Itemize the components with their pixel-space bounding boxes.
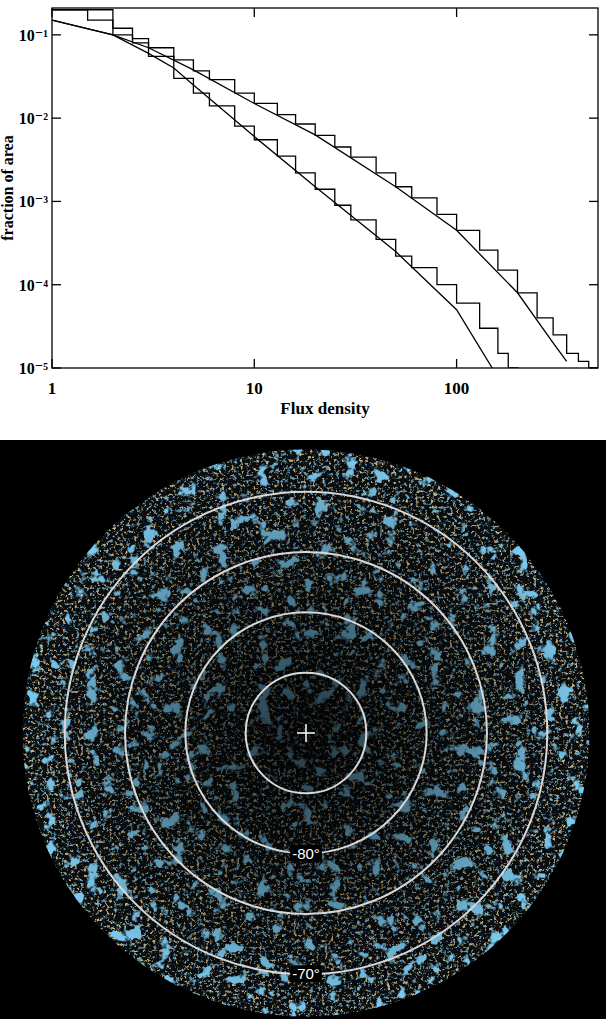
y-tick	[52, 367, 61, 368]
x-axis-title: Flux density	[280, 399, 370, 418]
center-fade	[23, 450, 590, 1017]
histogram-line	[52, 10, 519, 368]
latitude-circle	[246, 673, 367, 794]
x-tick	[456, 359, 457, 368]
fit-line	[52, 20, 492, 368]
y-tick	[52, 34, 61, 35]
y-tick-right	[589, 34, 598, 35]
blue-flux	[23, 450, 590, 1017]
label-patch	[290, 965, 322, 982]
x-tick-label: 10	[246, 379, 263, 398]
y-tick-label: 10⁻⁵	[19, 360, 48, 377]
y-tick	[52, 284, 61, 285]
pole-marker	[305, 724, 307, 742]
fit-line	[52, 20, 567, 361]
y-tick-label: 10⁻¹	[19, 27, 48, 44]
y-tick	[52, 201, 61, 202]
x-tick-top	[456, 8, 457, 17]
y-tick-right	[589, 367, 598, 368]
y-tick-label: 10⁻²	[19, 110, 48, 127]
y-tick-label: 10⁻⁴	[19, 277, 48, 294]
latitude-circle	[125, 552, 487, 914]
plot-frame	[52, 8, 598, 368]
x-tick-top	[254, 8, 255, 17]
latitude-label: -70°	[292, 965, 320, 982]
x-tick	[51, 359, 52, 368]
disk-ground	[23, 450, 590, 1017]
label-patch	[290, 845, 322, 862]
map-background	[0, 440, 606, 1019]
y-tick-label: 10⁻³	[19, 193, 48, 210]
latitude-circle	[65, 492, 548, 975]
y-tick-right	[589, 117, 598, 118]
y-tick-right	[589, 201, 598, 202]
x-tick-top	[51, 8, 52, 17]
x-tick-label: 1	[48, 379, 57, 398]
page: 1 10 100 10⁻¹ 10⁻² 10⁻³ 10⁻⁴ 10⁻⁵ Flux density fr…	[0, 0, 606, 1019]
x-tick	[254, 359, 255, 368]
y-tick-right	[589, 284, 598, 285]
fine-flux	[23, 450, 590, 1017]
x-tick-label: 100	[444, 379, 470, 398]
y-axis-title: fraction of area	[0, 135, 16, 240]
histogram-line	[52, 10, 598, 368]
y-tick	[52, 117, 61, 118]
latitude-circle	[185, 612, 426, 853]
map-disk	[23, 450, 590, 1017]
orange-flux	[23, 450, 590, 1017]
plot-area	[52, 10, 598, 368]
latitude-label: -80°	[292, 845, 320, 862]
